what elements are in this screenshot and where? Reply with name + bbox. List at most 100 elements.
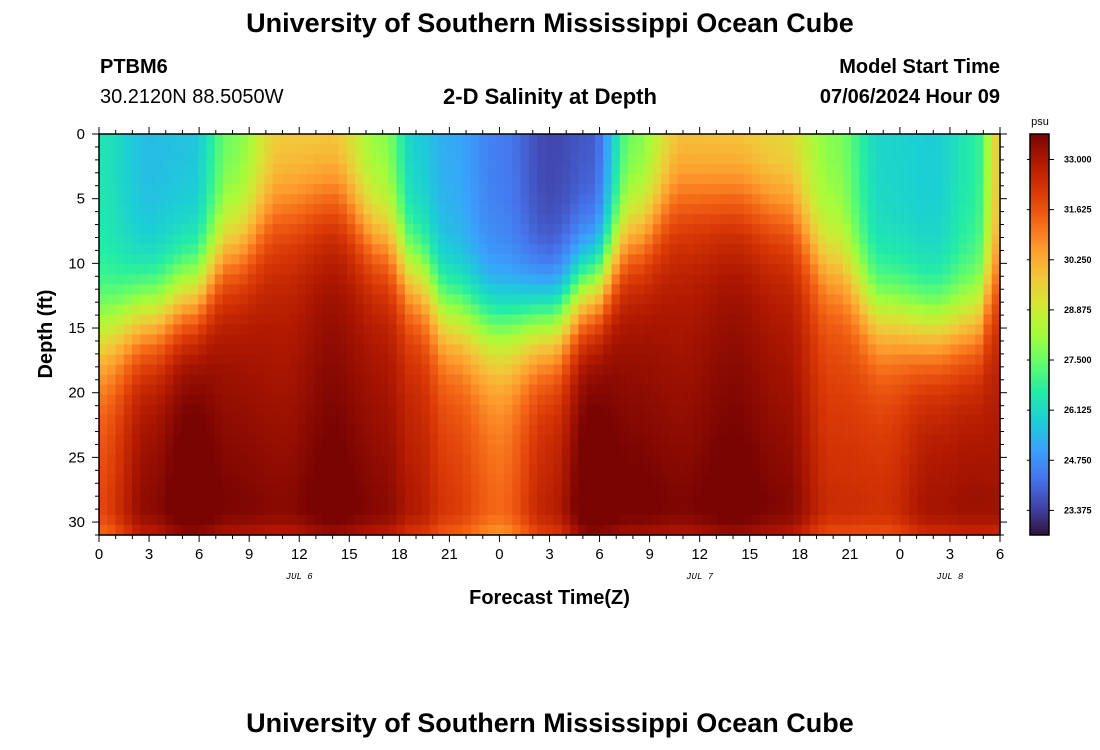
heatmap-cell (826, 514, 836, 526)
heatmap-cell (776, 524, 786, 536)
heatmap-cell (322, 254, 332, 265)
heatmap-cell (950, 314, 960, 326)
heatmap-cell (628, 184, 637, 195)
heatmap-cell (256, 234, 265, 245)
heatmap-cell (330, 224, 340, 235)
heatmap-cell (884, 264, 894, 275)
heatmap-cell (793, 154, 803, 165)
heatmap-cell (826, 274, 836, 285)
heatmap-cell (437, 304, 447, 316)
heatmap-cell (487, 254, 497, 265)
heatmap-cell (661, 514, 670, 526)
heatmap-cell (776, 344, 786, 356)
heatmap-cell (504, 224, 513, 235)
heatmap-cell (140, 184, 150, 195)
heatmap-cell (272, 334, 282, 346)
heatmap-cell (140, 264, 150, 275)
heatmap-cell (239, 254, 249, 265)
heatmap-cell (909, 404, 918, 416)
x-tick-label: 6 (996, 546, 1004, 563)
heatmap-cell (454, 204, 464, 215)
heatmap-cell (950, 214, 960, 225)
heatmap-cell (99, 394, 108, 406)
heatmap-cell (239, 144, 249, 155)
heatmap-cell (834, 374, 844, 386)
heatmap-cell (313, 164, 323, 175)
heatmap-cell (189, 434, 199, 446)
heatmap-cell (586, 244, 596, 255)
heatmap-cell (198, 484, 208, 496)
heatmap-cell (727, 264, 737, 275)
heatmap-cell (925, 204, 935, 215)
heatmap-cell (933, 174, 943, 185)
heatmap-cell (156, 364, 166, 376)
x-tick-label: 21 (841, 546, 858, 563)
heatmap-cell (446, 404, 456, 416)
heatmap-cell (652, 334, 662, 346)
heatmap-cell (966, 414, 976, 426)
heatmap-cell (421, 404, 431, 416)
heatmap-cell (231, 514, 241, 526)
heatmap-cell (107, 284, 117, 296)
heatmap-cell (594, 374, 604, 386)
heatmap-cell (851, 314, 861, 326)
heatmap-cell (504, 264, 513, 275)
heatmap-cell (867, 494, 877, 506)
heatmap-cell (966, 234, 976, 245)
heatmap-cell (752, 424, 761, 436)
heatmap-cell (983, 254, 993, 265)
heatmap-cell (132, 394, 141, 406)
heatmap-cell (272, 444, 282, 456)
heatmap-cell (735, 184, 745, 195)
heatmap-cell (867, 464, 877, 476)
heatmap-cell (371, 184, 381, 195)
heatmap-cell (677, 304, 687, 316)
heatmap-cell (545, 354, 555, 366)
heatmap-cell (272, 274, 282, 285)
heatmap-cell (925, 404, 935, 416)
heatmap-cell (272, 254, 282, 265)
heatmap-cell (917, 274, 927, 285)
heatmap-cell (768, 354, 778, 366)
heatmap-cell (892, 154, 902, 165)
heatmap-cell (115, 204, 125, 215)
heatmap-cell (917, 304, 927, 316)
heatmap-cell (165, 154, 174, 165)
heatmap-cell (702, 144, 712, 155)
heatmap-cell (404, 354, 414, 366)
heatmap-cell (297, 304, 307, 316)
heatmap-cell (487, 204, 497, 215)
heatmap-cell (189, 304, 199, 316)
heatmap-cell (842, 474, 852, 486)
heatmap-cell (504, 194, 513, 205)
heatmap-cell (760, 524, 770, 536)
heatmap-cell (363, 494, 373, 506)
heatmap-cell (520, 344, 530, 356)
heatmap-cell (256, 374, 265, 386)
heatmap-cell (206, 184, 216, 195)
heatmap-cell (123, 424, 133, 436)
heatmap-cell (479, 344, 489, 356)
heatmap-cell (710, 424, 720, 436)
heatmap-cell (685, 224, 695, 235)
heatmap-cell (132, 204, 141, 215)
heatmap-cell (694, 284, 704, 296)
heatmap-cell (206, 414, 216, 426)
heatmap-cell (958, 244, 968, 255)
heatmap-cell (371, 454, 381, 466)
heatmap-cell (991, 504, 1001, 516)
heatmap-cell (512, 154, 522, 165)
heatmap-cell (677, 444, 687, 456)
heatmap-cell (561, 174, 571, 185)
heatmap-cell (545, 254, 555, 265)
heatmap-cell (537, 494, 546, 506)
heatmap-cell (760, 504, 770, 516)
heatmap-cell (429, 134, 439, 145)
heatmap-cell (834, 404, 844, 416)
heatmap-cell (189, 244, 199, 255)
heatmap-cell (388, 214, 398, 225)
heatmap-cell (206, 314, 216, 326)
heatmap-cell (561, 144, 571, 155)
heatmap-cell (735, 344, 745, 356)
heatmap-cell (421, 204, 431, 215)
